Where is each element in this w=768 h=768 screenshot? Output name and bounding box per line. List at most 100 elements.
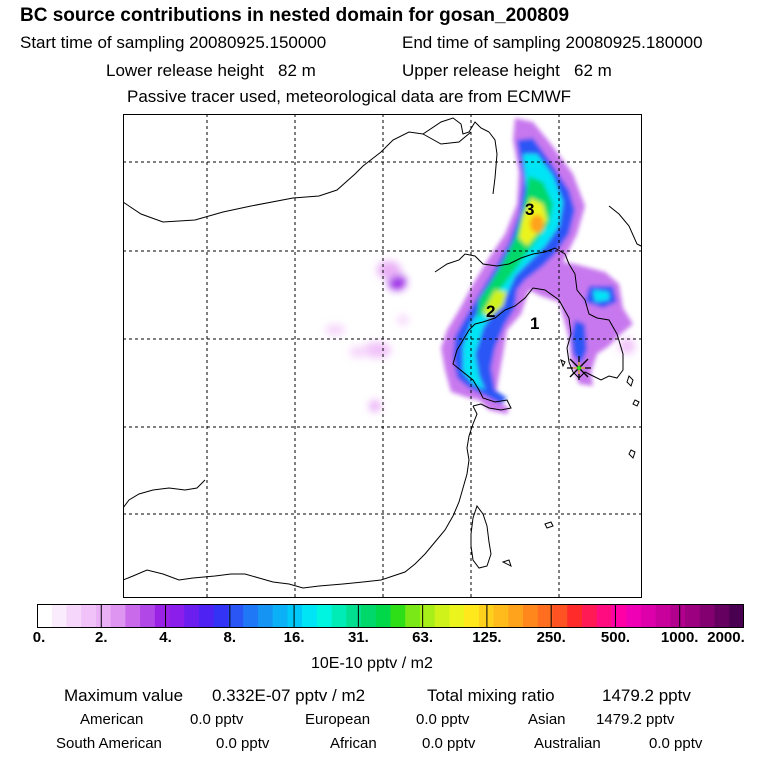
color-scale-cell (213, 604, 230, 628)
color-scale-frame (37, 604, 744, 628)
color-scale-cell (199, 604, 215, 628)
plot-title: BC source contributions in nested domain… (20, 5, 570, 26)
color-scale-cell (243, 604, 259, 628)
color-scale-cell (464, 604, 480, 628)
plume-blue-south (571, 320, 587, 364)
color-scale-cell (405, 604, 421, 628)
color-scale-tick-label: 125. (472, 629, 502, 646)
color-scale-cell (331, 604, 347, 628)
color-scale-tick-label: 500. (600, 629, 631, 646)
lower-release-height: Lower release height 82 m (106, 61, 316, 80)
color-scale-tick-label: 0. (32, 629, 46, 646)
map-label-2: 2 (486, 302, 495, 321)
color-scale-cell (81, 604, 97, 628)
color-scale-cell (37, 604, 53, 628)
color-scale-cell (655, 604, 671, 628)
color-scale-cell (449, 604, 465, 628)
color-scale-tick-label: 2. (95, 629, 108, 646)
color-scale-cell (626, 604, 642, 628)
color-scale-cell (51, 604, 68, 628)
color-scale-cell (361, 604, 377, 628)
asian-value: 1479.2 pptv (596, 711, 675, 728)
south-american-value: 0.0 pptv (216, 735, 270, 752)
color-scale-cell (140, 604, 156, 628)
color-scale-cell (493, 604, 509, 628)
color-scale-tick-label: 8. (223, 629, 237, 646)
color-scale-cell (125, 604, 141, 628)
american-value: 0.0 pptv (190, 711, 244, 728)
start-time: Start time of sampling 20080925.150000 (20, 33, 327, 52)
color-scale-tick-label: 1000. (660, 629, 699, 646)
european-value: 0.0 pptv (416, 711, 470, 728)
color-scale-cell (699, 604, 716, 628)
african-label: African (330, 735, 377, 752)
plume-cyan-east (593, 290, 609, 302)
color-scale-tick-label: 250. (536, 629, 566, 646)
color-scale-tick-label: 2000. (707, 629, 745, 646)
color-scale-cell (434, 604, 451, 628)
color-scale-cell (581, 604, 598, 628)
color-scale-dividers (100, 604, 681, 628)
lat-lon-grid (123, 114, 642, 598)
australian-value: 0.0 pptv (649, 735, 703, 752)
asian-label: Asian (528, 711, 566, 728)
color-scale-cell (154, 604, 171, 628)
american-label: American (80, 711, 144, 728)
color-scale-cell (567, 604, 583, 628)
plume-field (441, 118, 633, 414)
color-scale-cell (729, 604, 744, 628)
color-scale-units: 10E-10 pptv / m2 (311, 655, 433, 672)
plume-yellow-south (483, 290, 507, 318)
color-scale-tick-label: 4. (159, 629, 172, 646)
color-scale-cell (390, 604, 406, 628)
european-label: European (305, 711, 371, 728)
map-frame (123, 114, 642, 598)
color-scale-cell (66, 604, 82, 628)
color-scale-tick-label: 16. (283, 629, 305, 646)
max-value-label: Maximum value (64, 686, 184, 705)
color-scale-tick-label: 31. (347, 629, 369, 646)
coastlines (123, 117, 642, 589)
south-american-label: South American (56, 735, 162, 752)
african-value: 0.0 pptv (422, 735, 476, 752)
color-scale-cell (552, 604, 568, 628)
color-scale-cell (316, 604, 333, 628)
color-scale-cell (523, 604, 539, 628)
color-scale-cell (346, 604, 362, 628)
color-scale-cell (670, 604, 686, 628)
end-time: End time of sampling 20080925.180000 (402, 33, 703, 52)
color-scale-cell (685, 604, 701, 628)
tracer-note: Passive tracer used, meteorological data… (127, 87, 572, 106)
color-scale-cell (169, 604, 185, 628)
color-scale-tick-label: 63. (412, 629, 434, 646)
color-scale-cell (419, 604, 436, 628)
color-scale-cell (596, 604, 613, 628)
concentration-map: 3 2 1 (123, 114, 642, 598)
color-scale-cell (110, 604, 126, 628)
australian-label: Australian (534, 735, 601, 752)
color-scale-cell (184, 604, 200, 628)
color-scale-bar (37, 604, 744, 628)
color-scale-cell (257, 604, 274, 628)
plume-puffs (325, 261, 635, 412)
total-mixing-ratio-label: Total mixing ratio (427, 686, 555, 705)
color-scale-cell (287, 604, 303, 628)
color-scale-cell (272, 604, 288, 628)
color-scale-cell (611, 604, 627, 628)
color-scale-cell (302, 604, 318, 628)
color-scale-cell (537, 604, 554, 628)
color-scale-cells (37, 604, 744, 628)
color-scale-cell (714, 604, 730, 628)
map-label-3: 3 (525, 200, 534, 219)
map-label-1: 1 (530, 314, 539, 333)
upper-release-height: Upper release height 62 m (402, 61, 612, 80)
color-scale-cell (228, 604, 244, 628)
max-value: 0.332E-07 pptv / m2 (212, 686, 366, 705)
receptor-marker-icon (567, 356, 591, 380)
color-scale-cell (640, 604, 657, 628)
color-scale-cell (375, 604, 392, 628)
color-scale-cell (508, 604, 524, 628)
color-scale-cell (95, 604, 112, 628)
total-mixing-ratio-value: 1479.2 pptv (602, 686, 691, 705)
plume-core (530, 215, 544, 233)
